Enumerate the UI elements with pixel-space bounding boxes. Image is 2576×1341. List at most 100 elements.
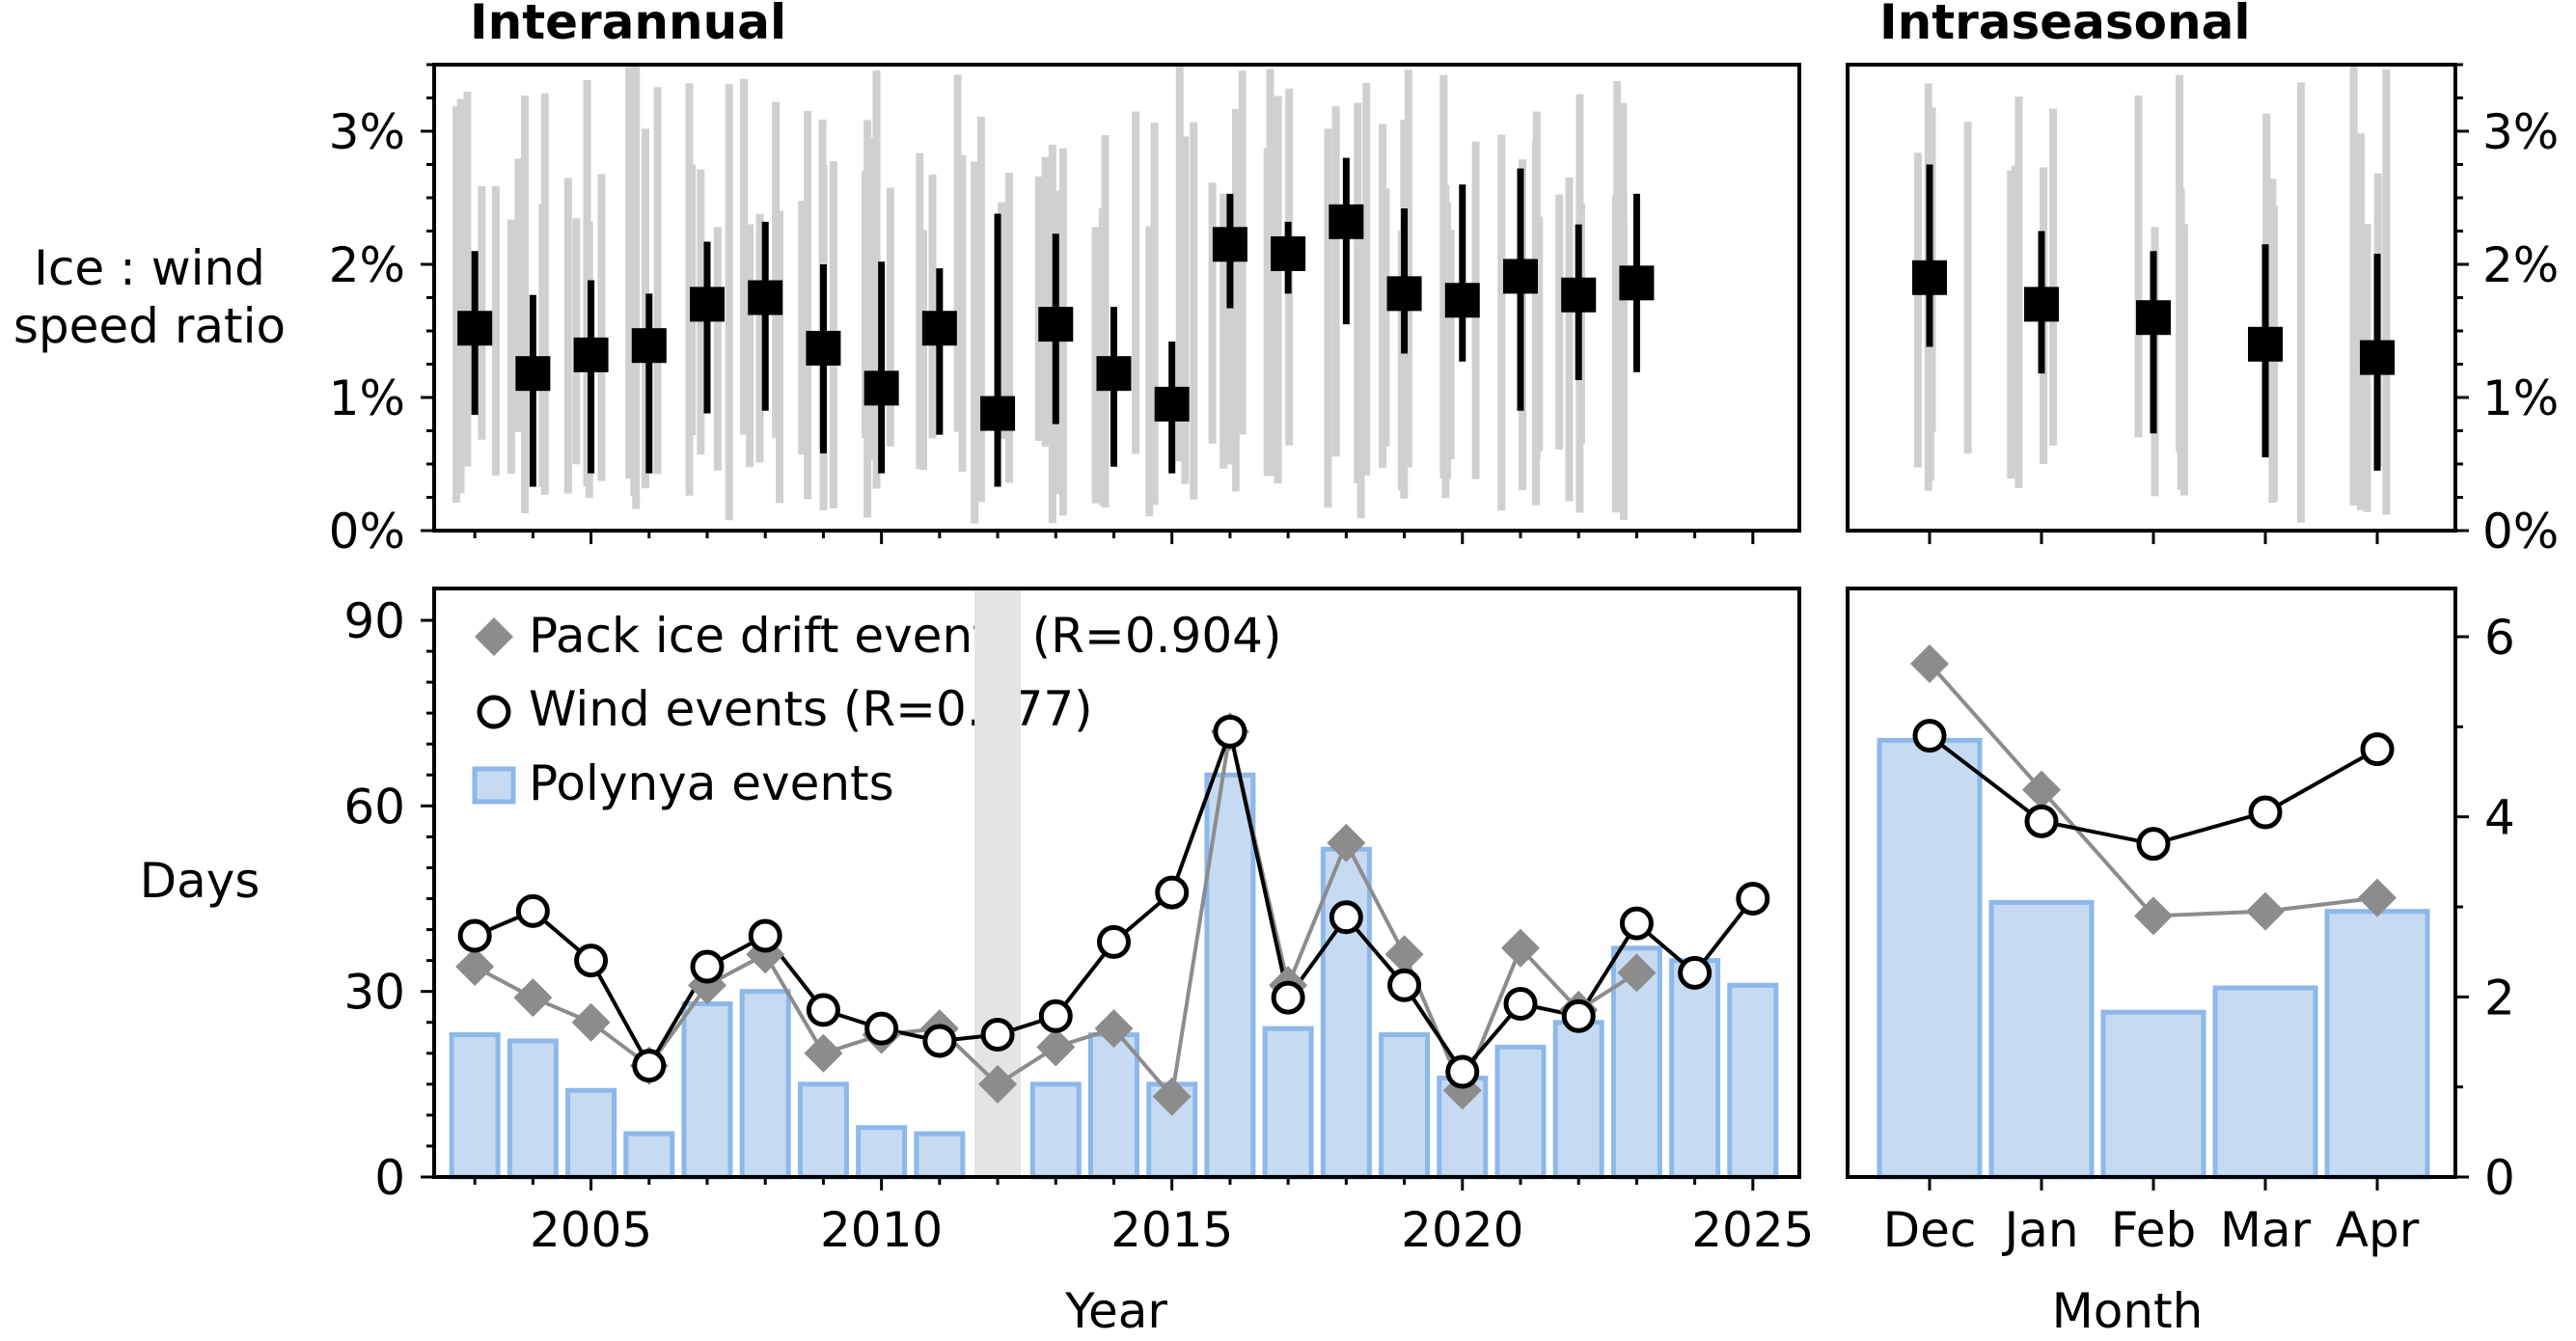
pack-ice-marker [1094,1009,1134,1049]
month-ytick-label: 2 [2484,970,2515,1026]
polynya-bar [507,1038,559,1180]
polynya-bar [914,1131,966,1180]
ratio-median-marker [1502,259,1538,294]
ratio-median-marker-month [2136,300,2171,336]
ratio-median-marker [1212,227,1247,262]
wind-marker [690,949,725,984]
ratio-median-marker [1329,204,1364,239]
days-ytick-label: 90 [343,593,405,649]
pack-ice-marker-month [1910,644,1949,683]
ratio-median-marker [1619,265,1655,301]
month-xtick-label: Apr [2336,1202,2420,1258]
pack-ice-marker [571,1002,611,1042]
wind-marker [457,918,492,953]
ratio-median-marker [515,356,551,392]
days-ytick-label: 30 [343,965,405,1021]
ratio-ylabel-line2: speed ratio [14,298,286,354]
days-ytick-label: 60 [343,779,405,835]
wind-marker [632,1049,667,1083]
wind-marker [864,1011,899,1046]
ratio-median-marker [631,328,667,364]
wind-marker [1213,714,1247,749]
polynya-bar-month [2100,1009,2206,1180]
ratio-median-marker [690,287,725,322]
legend-symbol-polynya [472,766,516,805]
ratio-median-marker [1096,356,1132,392]
month-ytick-label: 0 [2484,1150,2515,1206]
ratio-ytick-label-right: 2% [2482,237,2559,293]
wind-marker-month [2024,804,2059,838]
polynya-bar-month [1877,737,1983,1180]
wind-marker [1038,999,1073,1033]
ratio-ytick-label: 1% [329,370,405,426]
interannual-title: Interannual [470,0,786,50]
wind-marker [1329,900,1363,935]
wind-marker [806,993,840,1027]
wind-marker [1503,986,1538,1021]
ratio-median-marker [980,396,1016,431]
month-xtick-label: Feb [2111,1202,2197,1258]
pack-ice-marker [1036,1027,1076,1067]
days-ytick-label: 0 [374,1150,405,1206]
pack-ice-marker [1384,935,1424,974]
pack-ice-marker-month [2134,896,2173,936]
pack-ice-marker-month [2246,891,2285,931]
pack-ice-marker [455,947,495,987]
wind-marker [574,944,609,978]
ratio-ytick-label-right: 0% [2482,504,2559,560]
wind-marker [980,1018,1015,1053]
ratio-median-marker-month [1912,260,1947,295]
ratio-median-marker [573,337,609,372]
ratio-median-marker [1386,276,1422,312]
wind-marker [1736,882,1770,916]
ratio-ytick-label: 3% [329,104,405,160]
wind-marker-month [2248,795,2283,830]
polynya-bar [797,1081,849,1180]
polynya-bar [449,1032,501,1180]
ratio-ytick-label-right: 1% [2482,370,2559,426]
ratio-median-marker [1444,283,1480,318]
year-xtick-label: 2015 [1110,1202,1233,1258]
ratio-median-marker-month [2248,326,2283,362]
ratio-median-marker-month [2360,340,2395,375]
wind-marker [1678,955,1713,990]
axes-frame [432,587,1801,1179]
ratio-median-marker-month [2024,287,2059,322]
year-xtick-label: 2005 [530,1202,652,1258]
wind-marker [1096,924,1131,959]
pack-ice-marker [978,1064,1018,1104]
intraseasonal-title: Intraseasonal [1879,0,2251,50]
month-xtick-label: Mar [2220,1202,2312,1258]
pack-ice-marker [1617,953,1657,993]
polynya-bar [1379,1032,1431,1180]
wind-marker [515,893,550,928]
polynya-bar [1320,846,1372,1180]
polynya-bar-month [1988,899,2095,1180]
polynya-bar [739,989,791,1180]
pack-ice-marker-month [2022,770,2061,809]
pack-ice-marker [1500,928,1540,968]
polynya-bar [1087,1032,1139,1180]
polynya-bar-month [2212,985,2318,1180]
month-xtick-label: Jan [2001,1202,2078,1258]
wind-marker-month [2360,732,2395,767]
wind-marker [1561,999,1596,1033]
polynya-bar [1262,1026,1314,1180]
wind-marker [1387,968,1422,1002]
legend-symbol-pack-ice [475,617,513,656]
month-xtick-label: Dec [1883,1202,1977,1258]
axes-frame [1846,587,2457,1179]
wind-marker [922,1024,957,1058]
ratio-ylabel-line1: Ice : wind [34,240,265,296]
wind-marker [748,918,782,953]
ratio-median-marker [748,280,783,315]
pack-ice-marker [804,1033,843,1073]
ratio-median-marker [863,370,899,406]
days-ylabel: Days [140,853,260,909]
polynya-bar [1494,1044,1547,1180]
ratio-median-marker [457,311,493,346]
polynya-bar [565,1087,617,1180]
polynya-bar [681,1000,733,1180]
month-xlabel: Month [2052,1283,2204,1339]
